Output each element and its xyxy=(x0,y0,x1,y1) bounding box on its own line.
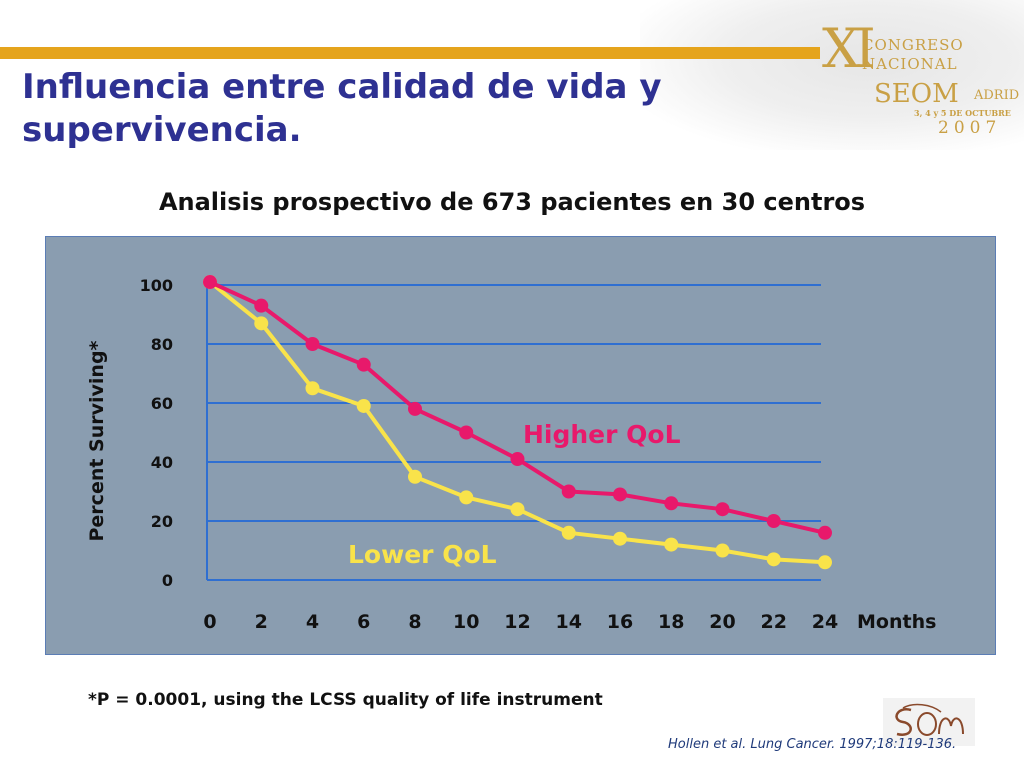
data-point-higher-qol xyxy=(356,357,371,372)
slide-title-line1: Influencia entre calidad de vida y xyxy=(22,67,662,107)
congress-dates: 3, 4 y 5 DE OCTUBRE xyxy=(914,108,1011,118)
data-point-lower-qol xyxy=(459,490,474,505)
x-tick-label: 18 xyxy=(658,611,684,633)
data-point-lower-qol xyxy=(613,531,627,546)
y-tick-label: 100 xyxy=(140,276,173,295)
data-point-higher-qol xyxy=(305,337,320,351)
congress-year: 2007 xyxy=(938,118,1002,138)
data-point-higher-qol xyxy=(254,298,269,313)
citation: Hollen et al. Lung Cancer. 1997;18:119-1… xyxy=(668,737,957,752)
data-point-lower-qol xyxy=(766,552,781,567)
y-tick-label: 60 xyxy=(151,394,173,413)
x-tick-label: 20 xyxy=(709,611,735,633)
congress-word: CONGRESO xyxy=(862,36,964,54)
seom-logo-icon xyxy=(895,703,964,736)
slide-title-line2: supervivencia. xyxy=(22,110,302,150)
y-tick-label: 40 xyxy=(151,453,173,472)
x-axis-label: Months xyxy=(857,611,936,633)
data-point-higher-qol xyxy=(510,452,525,467)
chart-subtitle: Analisis prospectivo de 673 pacientes en… xyxy=(158,188,866,216)
x-tick-label: 10 xyxy=(453,611,479,633)
title-accent-bar xyxy=(0,47,820,59)
x-tick-label: 4 xyxy=(306,611,319,633)
data-point-higher-qol xyxy=(408,401,422,416)
data-point-lower-qol xyxy=(356,398,371,413)
data-point-higher-qol xyxy=(715,502,730,517)
data-point-lower-qol xyxy=(254,316,269,331)
seom-logo xyxy=(883,698,975,746)
x-tick-labels: 0 2 4 6 8 10 12 14 16 18 20 22 24 xyxy=(203,611,838,633)
y-axis-label: Percent Surviving* xyxy=(86,340,108,541)
y-tick-labels: 0 20 40 60 80 100 xyxy=(140,276,173,590)
data-point-lower-qol xyxy=(818,555,832,570)
survival-chart: 0 20 40 60 80 100 0 2 4 6 8 10 12 14 16 18 20 22 24 Month… xyxy=(45,236,996,655)
legend-label-lower-qol: Lower QoL xyxy=(348,540,497,569)
x-tick-label: 8 xyxy=(408,611,421,633)
data-point-higher-qol xyxy=(203,275,217,290)
data-point-lower-qol xyxy=(408,469,422,484)
header-banner-background xyxy=(640,0,1024,150)
slide-title: Influencia entre calidad de vida y super… xyxy=(22,66,782,152)
data-point-higher-qol xyxy=(613,487,627,502)
x-tick-label: 12 xyxy=(504,611,530,633)
x-tick-label: 16 xyxy=(607,611,633,633)
data-point-lower-qol xyxy=(561,525,576,540)
seom-wordmark: SEOM xyxy=(874,79,959,109)
national-word: NACIONAL xyxy=(862,55,958,73)
x-tick-label: 14 xyxy=(556,611,582,633)
x-tick-label: 0 xyxy=(203,611,216,633)
legend-label-higher-qol: Higher QoL xyxy=(523,420,681,449)
footnote: *P = 0.0001, using the LCSS quality of l… xyxy=(88,690,603,710)
plot-background xyxy=(45,236,996,655)
x-tick-label: 22 xyxy=(761,611,787,633)
x-tick-label: 2 xyxy=(255,611,268,633)
data-point-higher-qol xyxy=(561,484,576,499)
data-point-lower-qol xyxy=(305,381,320,396)
series-layer xyxy=(203,275,832,570)
x-tick-label: 6 xyxy=(357,611,370,633)
data-point-lower-qol xyxy=(510,502,525,517)
data-point-lower-qol xyxy=(715,543,730,558)
congress-roman-numeral: XI xyxy=(822,17,876,80)
data-point-lower-qol xyxy=(664,537,679,552)
madrid-word: ADRID xyxy=(974,88,1020,103)
y-tick-label: 0 xyxy=(162,571,173,590)
data-point-higher-qol xyxy=(459,425,474,440)
data-point-higher-qol xyxy=(664,496,679,511)
data-point-higher-qol xyxy=(818,525,832,540)
y-tick-label: 20 xyxy=(151,512,173,531)
y-tick-label: 80 xyxy=(151,335,173,354)
x-tick-label: 24 xyxy=(812,611,838,633)
congress-logo: XI CONGRESO NACIONAL SEOM ADRID 3, 4 y 5… xyxy=(822,17,1020,144)
data-point-higher-qol xyxy=(766,514,781,528)
